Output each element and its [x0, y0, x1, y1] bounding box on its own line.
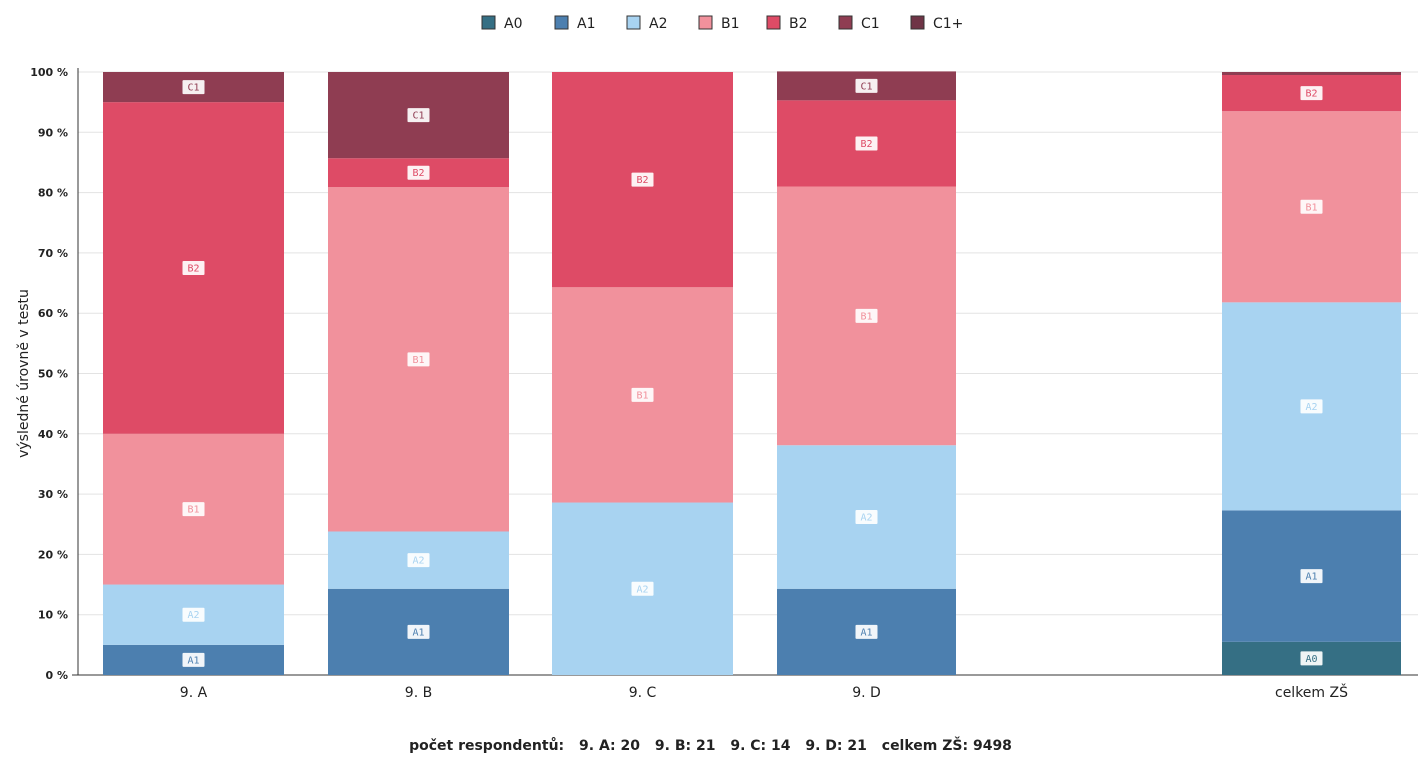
x-tick-label-9-b: 9. B [405, 685, 432, 701]
y-tick-label: 50 % [38, 368, 68, 381]
legend-label-a0: A0 [504, 16, 522, 32]
segment-label-box [1300, 86, 1323, 101]
legend-label-a1: A1 [577, 16, 595, 32]
legend-label-a2: A2 [649, 16, 667, 32]
segment-label: A2 [860, 513, 872, 524]
segment-label: B2 [412, 168, 424, 179]
segment-label: A1 [1305, 572, 1317, 583]
segment-label-box [855, 136, 878, 151]
segment-label-box [407, 352, 430, 367]
segment-label-box [1300, 199, 1323, 214]
legend-swatch-c1 [838, 15, 853, 30]
segment-label-box [631, 172, 654, 187]
x-tick-label-celkem-z: celkem ZŠ [1275, 683, 1348, 701]
legend-swatch-b1 [698, 15, 713, 30]
legend-swatch-a0 [481, 15, 496, 30]
segment-label: B1 [187, 505, 199, 516]
respondent-count-total: celkem ZŠ: 9498 [881, 738, 1012, 754]
y-tick-label: 20 % [38, 548, 68, 561]
respondent-count-9d: 9. D: 21 [805, 738, 867, 754]
y-tick-label: 0 % [45, 669, 68, 682]
respondent-count-9a: 9. A: 20 [579, 738, 641, 754]
segment-label-box [182, 607, 205, 622]
segment-label: A1 [412, 627, 424, 638]
legend-label-c1: C1 [861, 16, 880, 32]
legend-label-b1: B1 [721, 16, 740, 32]
segment-label: B1 [860, 311, 872, 322]
segment-label: B2 [1305, 89, 1317, 100]
y-tick-label: 70 % [38, 247, 68, 260]
segment-label: A2 [1305, 402, 1317, 413]
bar-segment-celkem-z-c1 [1222, 72, 1401, 76]
segment-label: B1 [412, 355, 424, 366]
segment-label-box [407, 108, 430, 123]
segment-label-box [855, 308, 878, 323]
y-tick-label: 80 % [38, 187, 68, 200]
segment-label: B1 [636, 390, 648, 401]
legend-swatch-c1plus [910, 15, 925, 30]
y-tick-label: 10 % [38, 609, 68, 622]
y-tick-label: 90 % [38, 126, 68, 139]
segment-label-box [407, 553, 430, 568]
legend-label-b2: B2 [789, 16, 808, 32]
respondent-counts-label: počet respondentů: [409, 738, 565, 754]
respondent-counts: počet respondentů: 9. A: 20 9. B: 21 9. … [0, 738, 1421, 754]
segment-label: A2 [187, 610, 199, 621]
segment-label: A1 [187, 655, 199, 666]
stacked-bar-chart: 0 % 10 % 20 % 30 % 40 % 50 % 60 % 70 % 80 % 90 % 1… [16, 15, 1418, 701]
segment-label: A2 [412, 556, 424, 567]
segment-label: C1 [860, 81, 872, 92]
legend-label-c1plus: C1+ [933, 16, 963, 32]
segment-label-box [1300, 651, 1323, 666]
segment-label: B2 [187, 263, 199, 274]
x-tick-label-9-a: 9. A [180, 685, 208, 701]
segment-label-box [182, 652, 205, 667]
segment-label: A2 [636, 584, 648, 595]
respondent-count-9c: 9. C: 14 [730, 738, 791, 754]
segment-label-box [182, 260, 205, 275]
segment-label-box [182, 80, 205, 95]
segment-label: B1 [1305, 202, 1317, 213]
segment-label-box [407, 165, 430, 180]
segment-label: A1 [860, 627, 872, 638]
y-tick-label: 30 % [38, 488, 68, 501]
segment-label-box [855, 78, 878, 93]
segment-label-box [182, 502, 205, 517]
segment-label-box [631, 387, 654, 402]
segment-label-box [1300, 569, 1323, 584]
segment-label: B2 [860, 139, 872, 150]
y-tick-label: 100 % [30, 66, 68, 79]
segment-label-box [855, 510, 878, 525]
legend-swatch-a2 [626, 15, 641, 30]
legend-swatch-a1 [554, 15, 569, 30]
respondent-count-9b: 9. B: 21 [654, 738, 716, 754]
segment-label-box [407, 624, 430, 639]
y-tick-label: 60 % [38, 307, 68, 320]
segment-label: A0 [1305, 654, 1317, 665]
x-tick-label-9-d: 9. D [852, 685, 881, 701]
segment-label: B2 [636, 175, 648, 186]
y-tick-label: 40 % [38, 428, 68, 441]
legend-swatch-b2 [766, 15, 781, 30]
y-axis-label: výsledné úrovně v testu [16, 289, 32, 458]
segment-label-box [1300, 399, 1323, 414]
segment-label: C1 [187, 83, 199, 94]
segment-label-box [855, 624, 878, 639]
segment-label: C1 [412, 111, 424, 122]
x-tick-label-9-c: 9. C [629, 685, 657, 701]
segment-label-box [631, 581, 654, 596]
